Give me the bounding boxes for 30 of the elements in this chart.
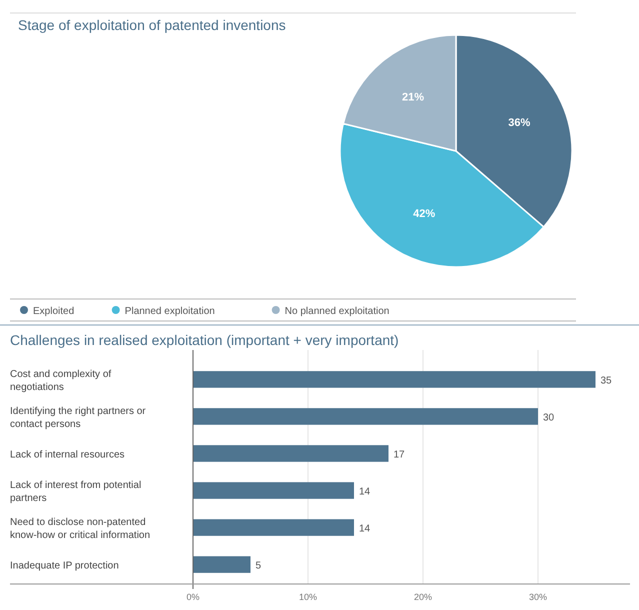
bar <box>193 445 388 462</box>
data-label: 36% <box>508 117 531 130</box>
legend-label: Exploited <box>33 306 74 317</box>
x-tick-label: 30% <box>528 592 548 602</box>
x-tick-label: 0% <box>186 592 200 602</box>
y-tick-label: Identifying the right partners or contact persons <box>10 406 146 430</box>
legend-label: Planned exploitation <box>124 306 215 317</box>
bar <box>193 371 596 388</box>
data-label: 30 <box>543 412 555 424</box>
data-label: 21% <box>402 91 424 104</box>
y-tick-label: Inadequate IP protection <box>10 560 119 572</box>
x-tick-label: 10% <box>298 592 318 602</box>
bar <box>193 556 250 573</box>
data-label: 14 <box>359 486 371 498</box>
x-tick-label: 20% <box>414 592 432 602</box>
y-tick-label: Need to disclose non-patented know-how or critical information <box>10 517 150 542</box>
data-label: 42% <box>413 208 436 220</box>
chart-title: Stage of exploitation of patented inventions <box>18 17 286 33</box>
bar <box>193 482 354 499</box>
data-label: 17 <box>394 449 406 460</box>
y-tick-label: Lack of interest from potential partners <box>10 480 142 504</box>
bar <box>193 519 354 536</box>
data-label: 5 <box>256 560 262 572</box>
data-label: 35 <box>600 375 612 386</box>
bar <box>193 408 538 425</box>
chart-title: Challenges in realised exploitation (important + very important) <box>10 332 399 348</box>
data-label: 14 <box>359 524 371 535</box>
legend-label: No planned exploitation <box>284 306 390 317</box>
y-tick-label: Cost and complexity of negotiations <box>10 368 112 393</box>
y-tick-label: Lack of internal resources <box>10 449 125 460</box>
